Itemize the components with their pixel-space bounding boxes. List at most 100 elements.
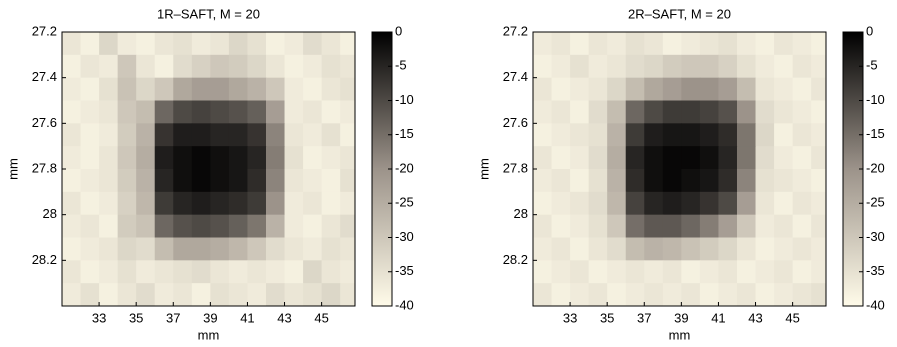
heat-cell (229, 260, 248, 283)
heat-cell (247, 169, 266, 192)
heat-cell (340, 260, 359, 283)
heat-cell (681, 78, 700, 101)
heat-cell (303, 283, 322, 306)
heat-cell (303, 78, 322, 101)
heat-cell (793, 215, 812, 238)
heat-cell (285, 78, 304, 101)
heat-cell (552, 101, 571, 124)
heat-cell (136, 55, 155, 78)
heat-cell (210, 78, 229, 101)
heat-cell (155, 169, 174, 192)
heat-cell (681, 238, 700, 261)
heat-cell (210, 32, 229, 55)
heat-cell (210, 238, 229, 261)
y-tick-label: 27.6 (32, 115, 57, 130)
heat-cell (81, 215, 100, 238)
heat-cell (570, 123, 589, 146)
heat-cell (570, 32, 589, 55)
heat-cell (247, 146, 266, 169)
heat-cell (811, 215, 830, 238)
heat-cell (626, 192, 645, 215)
heat-cell (81, 260, 100, 283)
heat-cell (322, 55, 341, 78)
chart-title: 2R–SAFT, M = 20 (628, 6, 731, 21)
heat-cell (663, 55, 682, 78)
heat-cell (99, 283, 118, 306)
y-tick-label: 28.2 (503, 252, 528, 267)
heat-cell (811, 101, 830, 124)
heat-cell (322, 146, 341, 169)
heat-cell (81, 55, 100, 78)
heat-cell (99, 169, 118, 192)
heat-cell (626, 283, 645, 306)
x-axis-label: mm (669, 327, 691, 342)
heat-cell (793, 55, 812, 78)
heat-cell (681, 55, 700, 78)
heat-cell (644, 192, 663, 215)
heat-cell (303, 55, 322, 78)
heat-cell (533, 169, 552, 192)
heat-cell (737, 260, 756, 283)
heat-cell (192, 78, 211, 101)
heat-cell (266, 260, 285, 283)
heat-cell (700, 101, 719, 124)
heat-cell (533, 101, 552, 124)
heat-cell (756, 55, 775, 78)
heat-cell (737, 192, 756, 215)
heat-cell (118, 32, 137, 55)
heat-cell (533, 78, 552, 101)
heat-cell (718, 283, 737, 306)
heat-cell (700, 169, 719, 192)
heat-cell (756, 192, 775, 215)
heat-cell (229, 55, 248, 78)
heat-cell (303, 101, 322, 124)
heat-cell (663, 146, 682, 169)
heat-cell (285, 283, 304, 306)
heat-cell (589, 55, 608, 78)
heat-cell (210, 192, 229, 215)
heat-cell (136, 101, 155, 124)
heat-cell (607, 146, 626, 169)
heat-cell (303, 215, 322, 238)
heat-cell (570, 215, 589, 238)
heat-cell (681, 101, 700, 124)
heat-cell (718, 78, 737, 101)
heat-cell (62, 78, 81, 101)
heat-cell (774, 123, 793, 146)
x-tick-label: 39 (674, 310, 688, 325)
heat-cell (793, 169, 812, 192)
chart-title: 1R–SAFT, M = 20 (157, 6, 260, 21)
x-tick-label: 33 (92, 310, 106, 325)
y-tick-label: 28 (514, 206, 528, 221)
x-tick-label: 33 (563, 310, 577, 325)
heat-cell (737, 238, 756, 261)
colorbar-tick-label: -10 (395, 92, 414, 107)
heat-cell (718, 215, 737, 238)
heat-cell (811, 192, 830, 215)
heat-cell (266, 238, 285, 261)
heat-cell (718, 123, 737, 146)
heat-cell (811, 146, 830, 169)
heat-cell (589, 101, 608, 124)
heat-cell (99, 78, 118, 101)
heat-cell (756, 123, 775, 146)
heat-cell (663, 78, 682, 101)
heat-cell (136, 260, 155, 283)
heat-cell (718, 101, 737, 124)
heat-cell (552, 123, 571, 146)
heat-cell (322, 32, 341, 55)
heat-cell (589, 146, 608, 169)
heat-cell (340, 78, 359, 101)
heat-cell (589, 260, 608, 283)
colorbar-tick-label: -20 (395, 160, 414, 175)
heat-cell (663, 101, 682, 124)
heat-cell (533, 55, 552, 78)
heat-cell (811, 78, 830, 101)
heat-cell (155, 260, 174, 283)
x-tick-label: 41 (240, 310, 254, 325)
heat-cell (210, 169, 229, 192)
heat-cell (718, 260, 737, 283)
heat-cell (533, 146, 552, 169)
heat-cell (192, 101, 211, 124)
heat-cell (774, 101, 793, 124)
